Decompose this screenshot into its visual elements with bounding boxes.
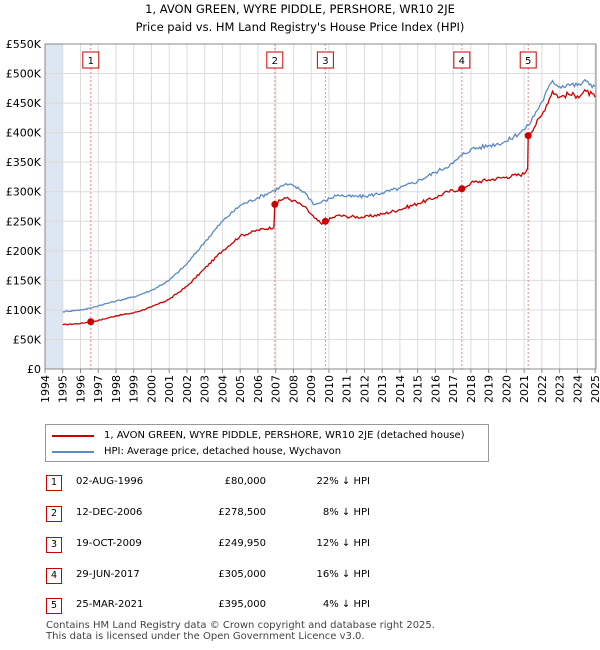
chart-title-line2: Price paid vs. HM Land Registry's House … bbox=[135, 20, 465, 34]
legend-line-property bbox=[52, 435, 94, 437]
sale-point bbox=[321, 217, 329, 225]
table-row: 1 02-AUG-1996 £80,000 22% ↓ HPI bbox=[0, 475, 600, 493]
x-tick-label: 2018 bbox=[465, 375, 478, 403]
sale-point bbox=[271, 200, 279, 208]
y-tick-label: £500K bbox=[6, 68, 42, 81]
sale-marker-box bbox=[519, 51, 537, 69]
legend-label-hpi: HPI: Average price, detached house, Wych… bbox=[104, 446, 342, 457]
sale-marker-box bbox=[82, 51, 100, 69]
sale-number-badge: 1 bbox=[46, 475, 62, 491]
x-tick-label: 2023 bbox=[554, 375, 567, 403]
sale-number-badge: 4 bbox=[46, 568, 62, 584]
sale-hpi-diff: 4% ↓ HPI bbox=[322, 599, 370, 610]
sale-price: £395,000 bbox=[218, 599, 266, 610]
hpi-line bbox=[62, 78, 596, 313]
x-tick-label: 2002 bbox=[181, 375, 194, 403]
footer-copyright: Contains HM Land Registry data © Crown c… bbox=[46, 620, 435, 631]
plot-frame bbox=[44, 43, 597, 370]
y-tick-label: £100K bbox=[6, 304, 42, 317]
y-tick-label: £250K bbox=[6, 215, 42, 228]
sale-date: 29-JUN-2017 bbox=[76, 569, 140, 580]
x-tick-label: 2020 bbox=[500, 375, 513, 403]
x-tick-label: 2017 bbox=[447, 375, 460, 403]
table-row: 2 12-DEC-2006 £278,500 8% ↓ HPI bbox=[0, 506, 600, 524]
sale-number-badge: 2 bbox=[46, 506, 62, 522]
sale-date: 12-DEC-2006 bbox=[76, 507, 143, 518]
sale-point bbox=[524, 132, 532, 140]
x-tick-label: 2000 bbox=[145, 375, 158, 403]
y-tick-label: £200K bbox=[6, 245, 42, 258]
sale-marker-label: 2 bbox=[272, 56, 278, 67]
x-tick-label: 1996 bbox=[74, 375, 87, 403]
sale-point bbox=[458, 185, 466, 193]
x-tick-label: 2016 bbox=[429, 375, 442, 403]
y-tick-label: £450K bbox=[6, 97, 42, 110]
x-tick-label: 2005 bbox=[234, 375, 247, 403]
sale-marker-label: 3 bbox=[322, 56, 328, 67]
sale-price: £249,950 bbox=[218, 538, 266, 549]
legend-label-property: 1, AVON GREEN, WYRE PIDDLE, PERSHORE, WR… bbox=[104, 430, 465, 441]
sale-date: 19-OCT-2009 bbox=[76, 538, 142, 549]
y-tick-label: £150K bbox=[6, 274, 42, 287]
sale-marker-box bbox=[453, 51, 471, 69]
sale-point bbox=[87, 318, 95, 326]
x-tick-label: 1998 bbox=[110, 375, 123, 403]
x-tick-label: 1997 bbox=[92, 375, 105, 403]
x-tick-label: 2004 bbox=[216, 375, 229, 403]
x-tick-label: 2025 bbox=[589, 375, 600, 403]
y-tick-label: £350K bbox=[6, 156, 42, 169]
sale-price: £278,500 bbox=[218, 507, 266, 518]
x-tick-label: 2015 bbox=[412, 375, 425, 403]
x-tick-label: 2013 bbox=[376, 375, 389, 403]
x-tick-label: 1994 bbox=[39, 375, 52, 403]
x-tick-label: 1995 bbox=[57, 375, 70, 403]
sale-marker-label: 5 bbox=[525, 56, 531, 67]
sale-hpi-diff: 16% ↓ HPI bbox=[316, 569, 370, 580]
legend-line-hpi bbox=[52, 451, 94, 453]
price-chart: 1 2 3 4 5 £0 £50K £100K £150K £200K £250K £300K £350… bbox=[6, 38, 600, 403]
sale-marker-label: 4 bbox=[459, 56, 465, 67]
y-tick-label: £50K bbox=[13, 333, 42, 346]
x-tick-label: 2010 bbox=[323, 375, 336, 403]
chart-legend: 1, AVON GREEN, WYRE PIDDLE, PERSHORE, WR… bbox=[45, 424, 489, 462]
sale-marker-box bbox=[266, 51, 284, 69]
x-tick-label: 2007 bbox=[270, 375, 283, 403]
sale-hpi-diff: 8% ↓ HPI bbox=[322, 507, 370, 518]
sale-hpi-diff: 12% ↓ HPI bbox=[316, 538, 370, 549]
footer-licence: This data is licensed under the Open Gov… bbox=[46, 631, 365, 642]
x-tick-label: 2021 bbox=[518, 375, 531, 403]
sale-date: 02-AUG-1996 bbox=[76, 476, 144, 487]
sale-date: 25-MAR-2021 bbox=[76, 599, 144, 610]
x-tick-label: 2011 bbox=[341, 375, 354, 403]
y-tick-label: £0 bbox=[27, 363, 41, 376]
y-tick-label: £550K bbox=[6, 38, 42, 51]
x-tick-label: 2022 bbox=[536, 375, 549, 403]
sale-marker-box bbox=[316, 51, 334, 69]
x-tick-label: 1999 bbox=[128, 375, 141, 403]
sale-marker-label: 1 bbox=[88, 56, 94, 67]
table-row: 3 19-OCT-2009 £249,950 12% ↓ HPI bbox=[0, 537, 600, 555]
chart-title-line1: 1, AVON GREEN, WYRE PIDDLE, PERSHORE, WR… bbox=[145, 2, 455, 16]
x-tick-label: 2012 bbox=[358, 375, 371, 403]
x-tick-label: 2008 bbox=[287, 375, 300, 403]
table-row: 5 25-MAR-2021 £395,000 4% ↓ HPI bbox=[0, 598, 600, 616]
plot-area bbox=[45, 44, 596, 369]
x-tick-label: 2006 bbox=[252, 375, 265, 403]
sale-price: £305,000 bbox=[218, 569, 266, 580]
x-tick-label: 2019 bbox=[483, 375, 496, 403]
sale-number-badge: 5 bbox=[46, 598, 62, 614]
sale-number-badge: 3 bbox=[46, 537, 62, 553]
x-tick-label: 2009 bbox=[305, 375, 318, 403]
sale-price: £80,000 bbox=[224, 476, 266, 487]
no-data-shade bbox=[45, 44, 63, 369]
y-tick-label: £400K bbox=[6, 127, 42, 140]
x-tick-label: 2014 bbox=[394, 375, 407, 403]
table-row: 4 29-JUN-2017 £305,000 16% ↓ HPI bbox=[0, 568, 600, 586]
x-tick-label: 2001 bbox=[163, 375, 176, 403]
x-tick-label: 2024 bbox=[571, 375, 584, 403]
y-tick-label: £300K bbox=[6, 186, 42, 199]
sale-hpi-diff: 22% ↓ HPI bbox=[316, 476, 370, 487]
x-tick-label: 2003 bbox=[199, 375, 212, 403]
